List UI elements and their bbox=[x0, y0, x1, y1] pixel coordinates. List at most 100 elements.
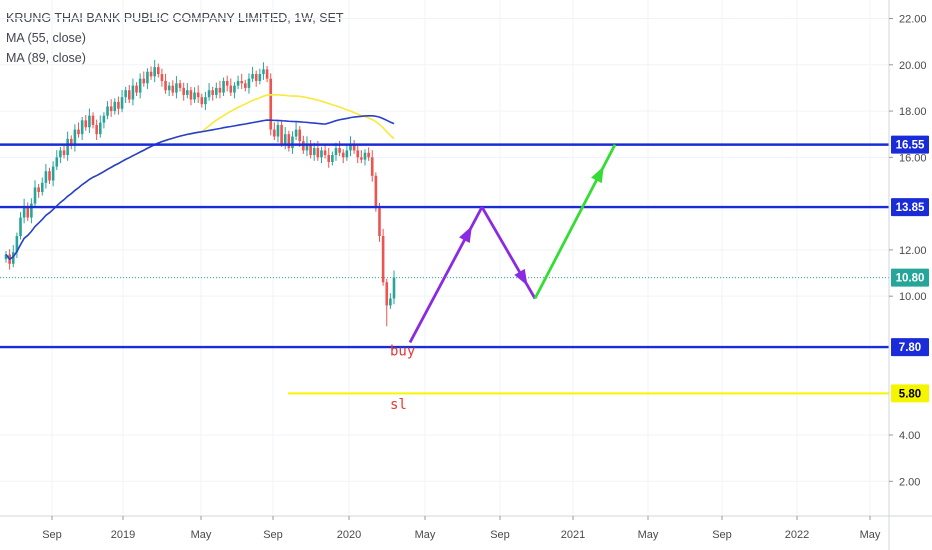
candle-body bbox=[98, 122, 102, 135]
indicator-ma55[interactable]: MA (55, close) bbox=[6, 31, 86, 45]
candle-body bbox=[156, 67, 160, 75]
candle-body bbox=[287, 134, 291, 149]
candle-body bbox=[356, 150, 360, 158]
x-tick-label: Sep bbox=[42, 529, 62, 541]
candle-body bbox=[51, 166, 55, 181]
candle-body bbox=[331, 155, 334, 162]
candle-body bbox=[225, 80, 229, 86]
candle-body bbox=[244, 83, 247, 88]
candle-body bbox=[341, 152, 345, 158]
candle-body bbox=[381, 236, 385, 283]
candle-body bbox=[262, 69, 265, 75]
candle-body bbox=[186, 90, 189, 95]
candle-body bbox=[298, 129, 302, 142]
candle-body bbox=[200, 97, 204, 105]
candle-body bbox=[15, 236, 19, 253]
chart-legend: KRUNG THAI BANK PUBLIC COMPANY LIMITED, … bbox=[6, 8, 344, 68]
candle-body bbox=[167, 85, 171, 91]
candle-body bbox=[265, 69, 269, 79]
candle-body bbox=[160, 74, 164, 81]
candle-body bbox=[178, 83, 182, 88]
candle-body bbox=[149, 71, 153, 77]
candle-body bbox=[294, 129, 298, 137]
candle-body bbox=[345, 150, 349, 158]
candle-body bbox=[352, 143, 356, 151]
candle-body bbox=[138, 78, 142, 93]
x-tick-label: May bbox=[415, 529, 436, 541]
candle-body bbox=[146, 71, 149, 84]
candle-body bbox=[222, 80, 225, 93]
candle-body bbox=[30, 203, 33, 218]
x-tick-label: Sep bbox=[490, 529, 510, 541]
candle-body bbox=[135, 85, 138, 93]
candle-body bbox=[11, 252, 15, 264]
y-tick-label: 18.00 bbox=[899, 106, 927, 118]
candle-body bbox=[247, 78, 251, 88]
x-tick-label: 2022 bbox=[785, 529, 809, 541]
candle-body bbox=[258, 74, 262, 81]
candle-body bbox=[109, 106, 113, 112]
candle-body bbox=[316, 148, 320, 158]
candle-body bbox=[102, 115, 106, 123]
candle-body bbox=[59, 150, 62, 158]
candle-body bbox=[291, 136, 294, 149]
price-levels bbox=[0, 143, 889, 395]
candle-body bbox=[305, 143, 309, 151]
y-tick-label: 12.00 bbox=[899, 245, 927, 257]
candle-body bbox=[80, 120, 84, 135]
y-tick-label: 16.00 bbox=[899, 152, 927, 164]
candle-body bbox=[55, 157, 59, 167]
price-label-bg bbox=[891, 135, 929, 154]
candle-body bbox=[360, 157, 363, 160]
candle-body bbox=[215, 87, 218, 95]
price-label: 16.55 bbox=[896, 140, 925, 152]
candle-body bbox=[117, 101, 120, 109]
price-label: 13.85 bbox=[896, 202, 925, 214]
candle-body bbox=[142, 78, 146, 84]
price-label-bg bbox=[891, 384, 929, 403]
candle-body bbox=[236, 80, 240, 86]
candle-body bbox=[88, 115, 91, 128]
indicator-ma89[interactable]: MA (89, close) bbox=[6, 51, 86, 65]
candle-body bbox=[327, 155, 331, 162]
price-label: 7.80 bbox=[899, 342, 921, 354]
y-tick-label: 10.00 bbox=[899, 291, 927, 303]
projection-arrows bbox=[408, 143, 617, 344]
candle-body bbox=[283, 134, 287, 144]
candle-body bbox=[182, 87, 185, 95]
candle-body bbox=[349, 143, 352, 151]
x-tick-label: May bbox=[638, 529, 659, 541]
price-label: 5.80 bbox=[899, 388, 921, 400]
x-tick-label: May bbox=[191, 529, 212, 541]
candle-body bbox=[204, 97, 207, 105]
candle-body bbox=[171, 85, 175, 93]
candle-body bbox=[218, 87, 222, 93]
x-tick-label: May bbox=[860, 529, 881, 541]
grid bbox=[0, 0, 889, 516]
candle-body bbox=[233, 85, 236, 93]
candle-body bbox=[334, 148, 338, 156]
candle-body bbox=[69, 138, 73, 146]
candle-body bbox=[392, 277, 396, 299]
candle-body bbox=[312, 148, 316, 156]
candle-body bbox=[37, 187, 40, 193]
projection-arrowhead bbox=[591, 166, 604, 184]
candle-body bbox=[22, 205, 26, 218]
x-tick-label: Sep bbox=[263, 529, 283, 541]
y-tick-label: 2.00 bbox=[899, 476, 920, 488]
candle-body bbox=[211, 90, 214, 95]
candle-body bbox=[196, 92, 200, 98]
candle-body bbox=[273, 129, 276, 137]
x-tick-label: 2019 bbox=[111, 529, 135, 541]
candle-body bbox=[175, 83, 178, 93]
candle-body bbox=[338, 148, 341, 153]
candle-body bbox=[113, 101, 117, 112]
price-label: 10.80 bbox=[896, 273, 925, 285]
candle-body bbox=[106, 106, 109, 116]
projection-arrowhead bbox=[459, 226, 472, 243]
candle-body bbox=[389, 298, 392, 306]
candle-body bbox=[26, 205, 30, 218]
candle-body bbox=[323, 150, 327, 156]
